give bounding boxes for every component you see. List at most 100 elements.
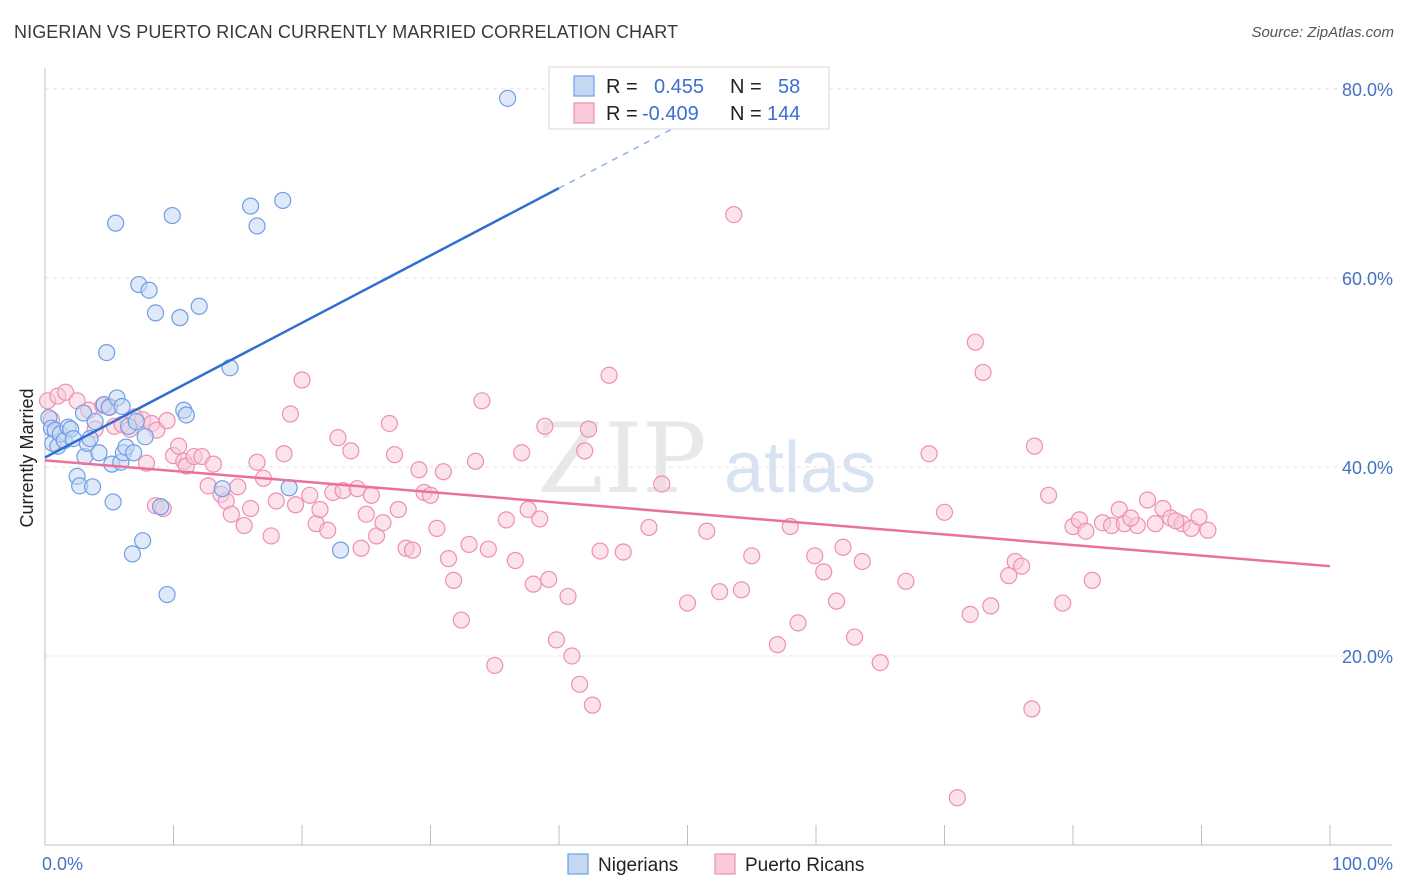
puerto-rican-point (576, 442, 594, 460)
puerto-rican-point (410, 461, 428, 479)
puerto-rican-point (362, 486, 380, 504)
puerto-rican-point (815, 563, 833, 581)
puerto-rican-point (1054, 594, 1072, 612)
puerto-rican-point (403, 541, 422, 559)
nigerian-point (163, 206, 181, 225)
puerto-rican-point (806, 547, 824, 565)
nigerian-point (158, 585, 176, 604)
puerto-rican-point (1138, 491, 1157, 509)
nigerian-point (113, 397, 131, 416)
puerto-rican-point (1012, 557, 1031, 575)
nigerian-point (177, 406, 195, 424)
x-tick-label-100: 100.0% (1332, 854, 1393, 874)
legend-n-value-1: 58 (778, 76, 800, 98)
y-tick-label: 80.0% (1342, 80, 1393, 100)
puerto-rican-point (570, 675, 589, 693)
puerto-rican-point (966, 333, 984, 351)
puerto-rican-point (536, 417, 554, 435)
nigerian-point (152, 498, 170, 516)
puerto-rican-point (1000, 567, 1018, 585)
nigerian-point (127, 412, 145, 431)
puerto-rican-point (301, 486, 319, 504)
puerto-rican-point (421, 486, 440, 504)
nigerian-point (90, 444, 108, 462)
legend-n-label-2: N = (730, 103, 762, 125)
x-tick-label-0: 0.0% (42, 854, 83, 874)
puerto-rican-point (281, 405, 300, 423)
y-tick-label: 40.0% (1342, 458, 1393, 478)
puerto-rican-point (56, 383, 75, 401)
puerto-rican-point (319, 521, 337, 539)
nigerian-point (83, 478, 102, 496)
puerto-rican-point (725, 206, 743, 224)
puerto-rican-point (653, 475, 671, 493)
puerto-rican-point (479, 540, 497, 558)
puerto-rican-point (434, 463, 452, 481)
puerto-rican-point (445, 571, 463, 589)
gridlines: 20.0% 40.0% 60.0% 80.0% (45, 80, 1393, 667)
nigerian-point (136, 428, 154, 446)
nigerian-point (274, 191, 292, 210)
bottom-legend-swatch-puerto-ricans (714, 853, 736, 875)
puerto-rican-point (1077, 522, 1095, 540)
watermark-zip: ZIP (537, 403, 706, 515)
puerto-rican-point (242, 499, 260, 518)
puerto-rican-point (428, 519, 446, 537)
legend-r-value-2: -0.409 (642, 103, 699, 125)
puerto-rican-point (1199, 521, 1217, 539)
nigerian-point (86, 412, 104, 431)
puerto-rican-point (506, 551, 524, 570)
nigerian-point (104, 493, 122, 511)
nigerian-point (499, 89, 517, 107)
puerto-rican-point (559, 587, 577, 606)
puerto-rican-point (158, 412, 176, 430)
legend-swatch-nigerians (573, 75, 595, 97)
puerto-rican-point (352, 539, 370, 557)
nigerian-point (146, 304, 165, 322)
puerto-rican-point (698, 522, 716, 540)
puerto-rican-point (385, 446, 404, 464)
nigerian-point (107, 214, 125, 232)
puerto-rican-point (845, 628, 864, 646)
puerto-rican-point (768, 636, 787, 654)
puerto-rican-point (614, 543, 632, 561)
puerto-rican-point (732, 581, 751, 599)
nigerian-point (140, 281, 158, 299)
puerto-rican-point (531, 510, 549, 528)
puerto-rican-point (311, 500, 329, 519)
legend-n-value-2: 144 (767, 103, 800, 125)
puerto-rican-point (222, 505, 240, 523)
puerto-rican-point (497, 511, 515, 529)
legend-swatch-puerto-ricans (573, 102, 595, 124)
nigerian-point (123, 545, 141, 563)
puerto-rican-point (1146, 515, 1164, 533)
puerto-rican-point (1190, 508, 1208, 526)
nigerian-point (213, 480, 231, 498)
puerto-rican-point (374, 514, 392, 532)
puerto-rican-point (170, 437, 188, 455)
puerto-rican-point (229, 478, 247, 496)
nigerian-point (98, 343, 116, 362)
puerto-rican-point (380, 414, 398, 433)
nigerian-point (248, 217, 266, 235)
puerto-rican-point (267, 492, 285, 510)
y-tick-label: 60.0% (1342, 269, 1393, 289)
axes (44, 68, 1392, 846)
watermark-atlas: atlas (724, 428, 876, 508)
puerto-rican-point (600, 366, 618, 384)
puerto-rican-point (473, 392, 491, 410)
puerto-rican-point (974, 363, 992, 382)
bottom-legend-puerto-ricans: Puerto Ricans (745, 855, 864, 876)
puerto-rican-point (519, 500, 537, 519)
correlation-legend: R = 0.455 N = 58 R = -0.409 N = 144 (548, 66, 830, 130)
puerto-rican-point (1083, 571, 1101, 589)
puerto-rican-point (871, 653, 889, 672)
puerto-rican-point (389, 500, 407, 519)
nigerians-points (40, 89, 517, 604)
nigerians-trend-extension (558, 120, 688, 189)
legend-n-label-1: N = (730, 76, 762, 98)
puerto-rican-point (275, 445, 293, 463)
puerto-rican-point (439, 550, 458, 568)
puerto-rican-point (513, 444, 531, 462)
